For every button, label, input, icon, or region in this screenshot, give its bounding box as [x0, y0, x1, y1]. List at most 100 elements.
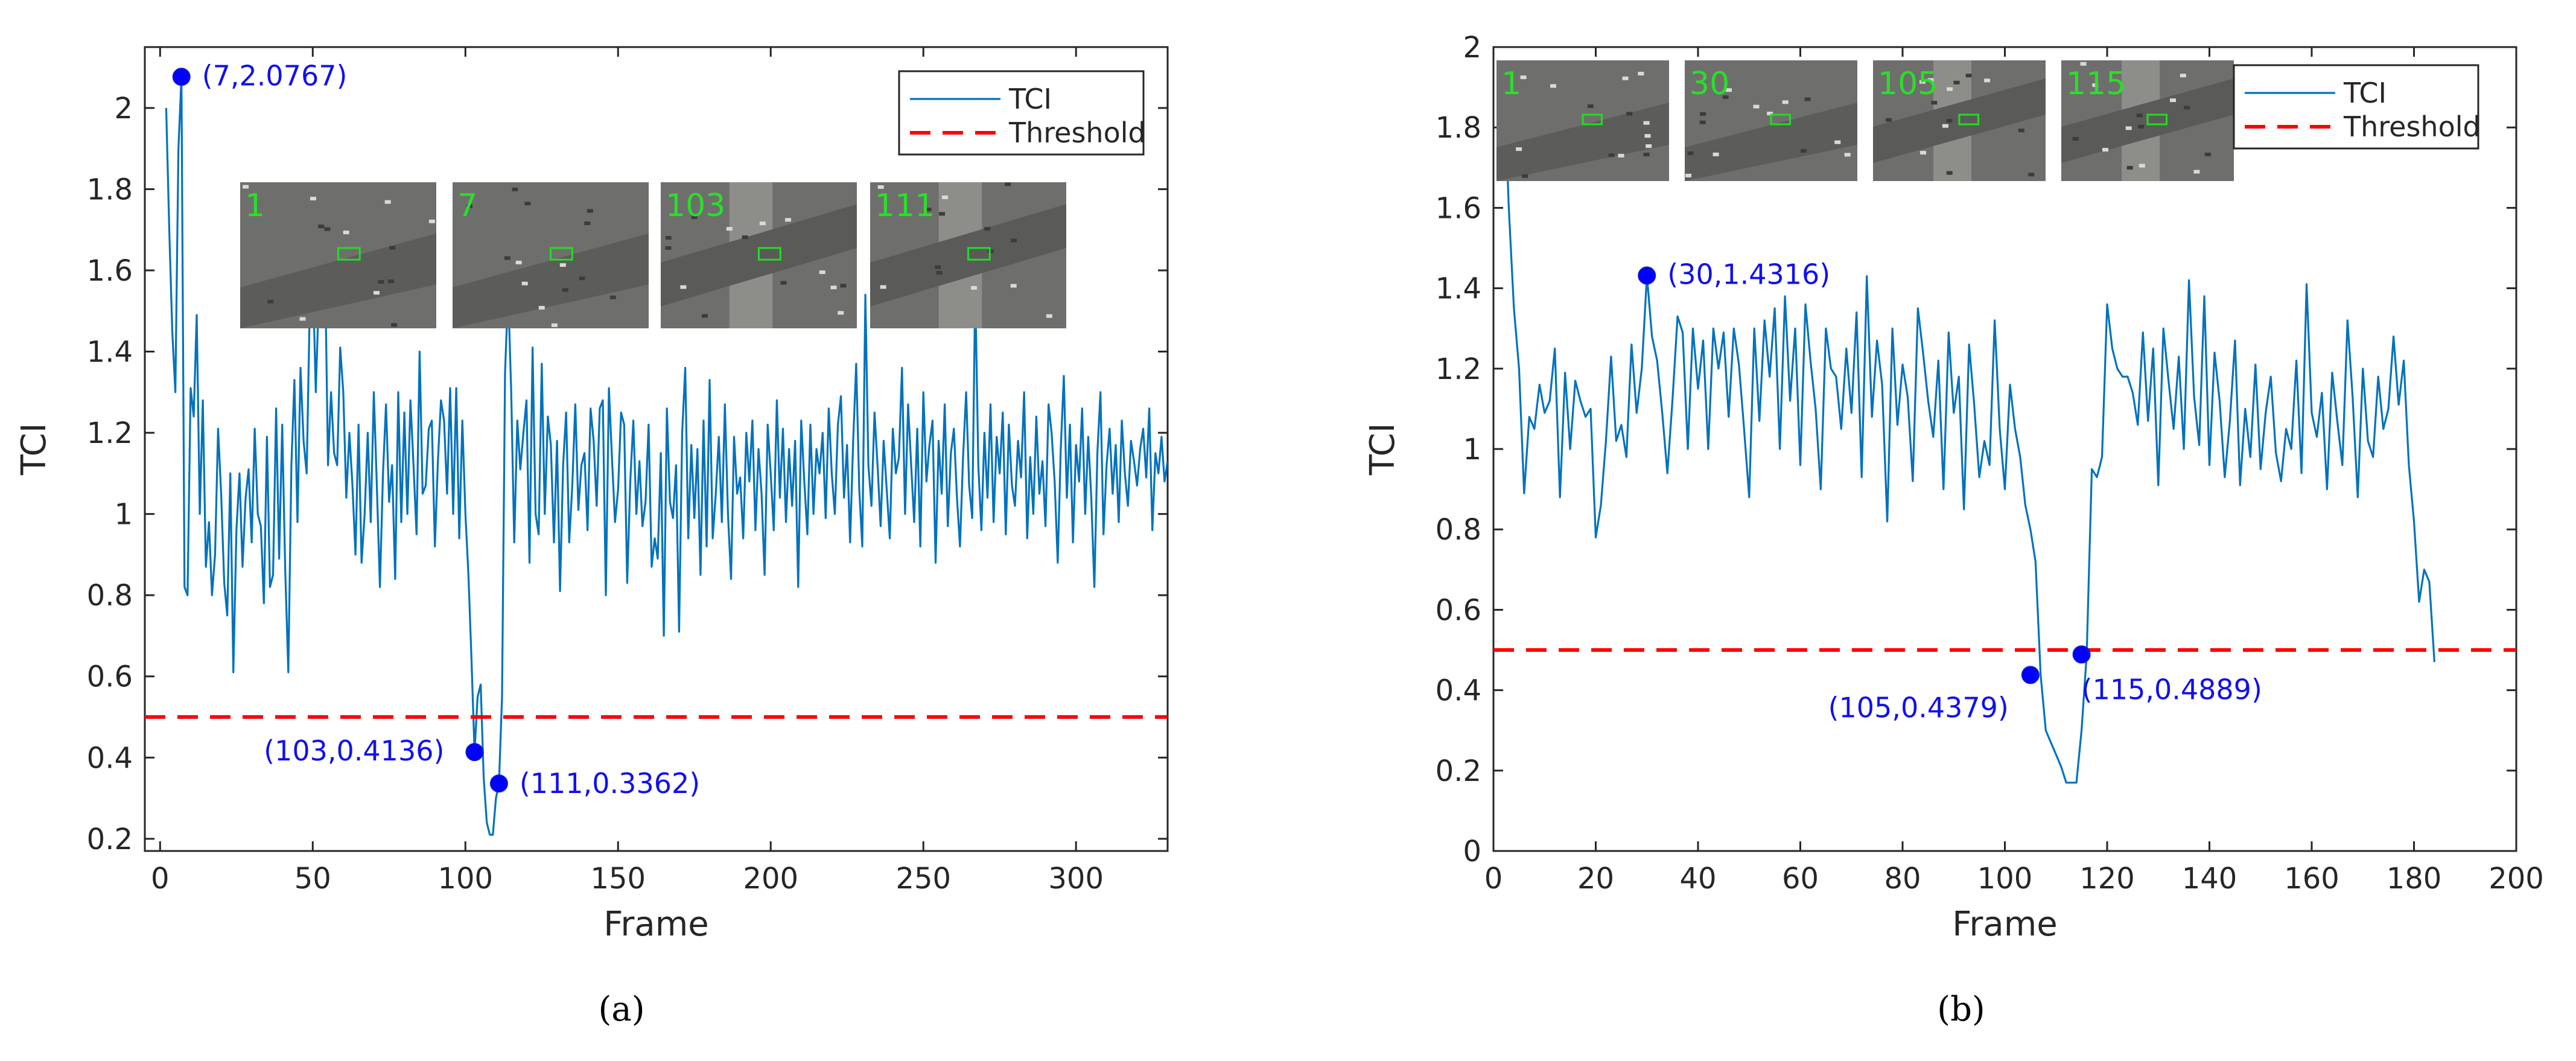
inset-vehicle	[2125, 126, 2132, 130]
inset-vehicle	[1919, 151, 1926, 155]
inset-road	[1496, 103, 1669, 181]
x-tick-label: 200	[743, 862, 798, 896]
inset-vehicle	[2126, 165, 2133, 170]
inset-road	[453, 233, 649, 328]
inset-vehicle	[759, 221, 766, 226]
inset-thumbnail: 115	[2061, 60, 2234, 181]
inset-vehicle	[466, 204, 472, 208]
inset-vehicle	[925, 208, 932, 212]
annotation-marker	[489, 774, 508, 793]
tci-series-line	[1497, 66, 2435, 784]
inset-vehicle	[701, 314, 708, 318]
x-tick-label: 50	[294, 862, 331, 896]
inset-vehicle	[524, 202, 531, 206]
inset-vehicle	[1522, 174, 1528, 178]
y-tick-label: 0	[1463, 835, 1481, 868]
inset-vehicle	[936, 270, 943, 275]
inset-vehicle	[1931, 101, 1938, 105]
inset-vehicle	[521, 281, 528, 285]
x-tick-label: 80	[1884, 862, 1921, 896]
annotation-label: (103,0.4136)	[264, 734, 444, 767]
inset-vehicle	[1646, 144, 1652, 148]
legend-threshold-label: Threshold	[2343, 110, 2481, 143]
inset-vehicle	[680, 285, 687, 289]
y-tick-label: 0.8	[87, 579, 133, 613]
inset-vehicle	[515, 260, 522, 264]
inset-vehicle	[1587, 104, 1594, 108]
inset-vehicle	[1516, 147, 1522, 151]
inset-vehicle	[373, 291, 380, 295]
inset-vehicle	[584, 221, 591, 226]
legend-threshold-label: Threshold	[1008, 116, 1146, 149]
inset-vehicle	[310, 197, 316, 201]
inset-vehicle	[318, 225, 325, 229]
inset-vehicle	[1942, 124, 1948, 128]
inset-thumbnail: 105	[1873, 60, 2046, 181]
inset-vehicle	[726, 227, 733, 231]
inset-road	[240, 233, 436, 328]
x-tick-label: 250	[895, 862, 951, 896]
inset-vehicle	[1834, 140, 1841, 144]
legend-box	[2233, 64, 2479, 150]
inset-frame-label: 7	[457, 188, 477, 224]
inset-vehicle	[1622, 76, 1629, 80]
y-tick-label: 0.4	[1436, 674, 1481, 708]
inset-vehicle	[1767, 112, 1773, 116]
inset-vehicle	[1782, 100, 1789, 104]
x-tick-label: 100	[437, 862, 493, 896]
inset-vehicle	[1643, 121, 1650, 125]
y-tick-label: 1.6	[1436, 191, 1481, 225]
inset-thumbnail: 111	[870, 182, 1066, 328]
inset-thumbnail: 1	[1496, 60, 1669, 181]
annotation-marker	[2072, 645, 2091, 664]
inset-frame-label: 105	[1878, 66, 1938, 102]
inset-tracking-box	[967, 247, 991, 261]
tci-series-line	[165, 75, 1168, 836]
inset-vehicle	[2139, 164, 2145, 168]
annotation-label: (111,0.3362)	[520, 767, 700, 800]
inset-tracking-box	[1770, 113, 1791, 126]
y-tick-label: 1.2	[1436, 352, 1481, 386]
inset-vehicle	[1685, 173, 1692, 177]
inset-vehicle	[2092, 83, 2099, 88]
inset-vehicle	[1638, 71, 1644, 75]
annotation-marker	[465, 743, 484, 762]
inset-vehicle	[391, 323, 398, 327]
inset-vehicle	[1885, 118, 1892, 122]
inset-vehicle	[343, 231, 349, 235]
inset-tracking-box	[2146, 113, 2167, 126]
inset-vehicle	[1011, 238, 1017, 243]
inset-vehicle	[785, 218, 792, 222]
inset-vehicle	[428, 219, 435, 223]
inset-vehicle	[1927, 78, 1934, 82]
inset-vehicle	[267, 299, 274, 304]
inset-vehicle	[830, 285, 837, 290]
inset-thumbnail: 7	[453, 182, 649, 328]
annotation-label: (30,1.4316)	[1667, 258, 1830, 291]
y-tick-label: 0.2	[1436, 754, 1481, 788]
inset-vehicle	[665, 236, 672, 240]
inset-vehicle	[935, 265, 941, 269]
inset-vehicle	[504, 256, 510, 260]
inset-vehicle	[1984, 78, 1991, 83]
inset-vehicle	[1618, 153, 1624, 158]
inset-vehicle	[2102, 148, 2109, 152]
inset-vehicle	[941, 195, 948, 199]
inset-vehicle	[1946, 119, 1953, 123]
inset-vehicle	[2018, 129, 2024, 133]
y-tick-label: 1.4	[1436, 272, 1481, 306]
inset-vehicle	[2080, 62, 2087, 66]
inset-vehicle	[840, 284, 847, 288]
inset-vehicle	[299, 317, 306, 321]
annotation-marker	[1638, 266, 1656, 285]
inset-vehicle	[243, 185, 249, 189]
inset-vehicle	[1005, 182, 1011, 186]
inset-vehicle	[2184, 106, 2190, 110]
y-tick-label: 0.8	[1436, 513, 1481, 547]
inset-vehicle	[742, 235, 748, 240]
inset-vehicle	[1965, 74, 1972, 78]
x-tick-label: 100	[1977, 862, 2033, 896]
y-tick-label: 1.6	[87, 254, 133, 288]
inset-vehicle	[984, 227, 991, 231]
